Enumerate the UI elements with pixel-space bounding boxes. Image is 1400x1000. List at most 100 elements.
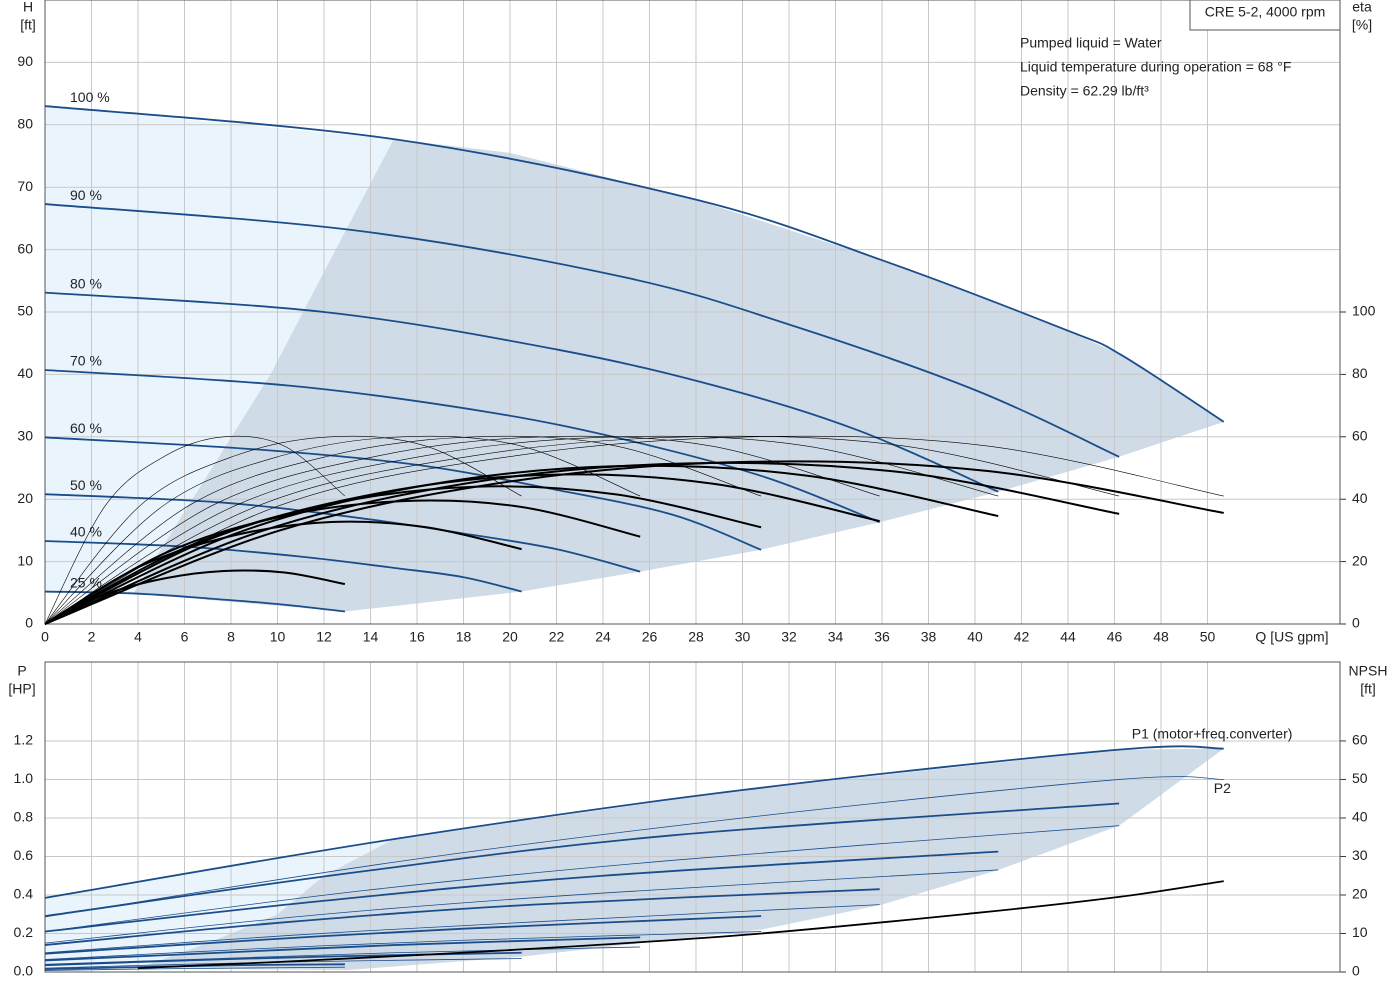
curve: [44, 936, 641, 962]
plots: 0 2 4 6 8 10 12 14 16 18 20 22 24 26 28 30 32 34 36 38 40 42 4…: [14, 0, 1376, 979]
curve: [137, 880, 1224, 970]
y-axis-unit: [HP]: [8, 681, 35, 697]
series-label: 100 %: [70, 89, 110, 105]
x-tick-label: 44: [1060, 629, 1076, 645]
x-tick-label: 40: [967, 629, 983, 645]
curve: [44, 825, 1120, 932]
y2-tick-label: 50: [1352, 770, 1368, 786]
x-tick-label: 42: [1014, 629, 1030, 645]
curve: [44, 888, 880, 946]
y-tick-label: 90: [17, 53, 33, 69]
series-label: 50 %: [70, 477, 102, 493]
x-tick-label: 18: [456, 629, 472, 645]
y-tick-label: 20: [17, 490, 33, 506]
curve: [44, 869, 999, 944]
y2-tick-label: 40: [1352, 490, 1368, 506]
y2-tick-label: 0: [1352, 615, 1360, 631]
x-tick-label: 28: [688, 629, 704, 645]
curve: [44, 966, 345, 971]
curve: [44, 931, 762, 960]
x-tick-label: 46: [1107, 629, 1123, 645]
series-label: P2: [1214, 780, 1231, 796]
y2-tick-label: 100: [1352, 303, 1376, 319]
note: Density = 62.29 lb/ft³: [1020, 83, 1149, 99]
y-tick-label: 80: [17, 116, 33, 132]
curve: [44, 460, 1224, 625]
y2-axis-label: eta: [1352, 0, 1372, 15]
y-tick-label: 0.0: [14, 963, 34, 979]
series-label: 70 %: [70, 353, 102, 369]
x-tick-label: 34: [828, 629, 844, 645]
curve: [44, 493, 641, 573]
series-label: 90 %: [70, 187, 102, 203]
y2-tick-label: 80: [1352, 365, 1368, 381]
curve: [44, 203, 1120, 458]
y2-tick-label: 10: [1352, 924, 1368, 940]
x-tick-label: 12: [316, 629, 332, 645]
x-tick-label: 14: [363, 629, 379, 645]
y2-tick-label: 0: [1352, 963, 1360, 979]
series-label: P1 (motor+freq.converter): [1132, 725, 1293, 741]
curve: [44, 464, 999, 625]
x-tick-label: 38: [921, 629, 937, 645]
curve: [44, 436, 762, 551]
curve: [44, 745, 1224, 899]
curve: [44, 435, 999, 625]
x-tick-label: 30: [735, 629, 751, 645]
curve: [44, 435, 522, 625]
curve: [44, 291, 999, 493]
x-tick-label: 32: [781, 629, 797, 645]
series-label: 60 %: [70, 420, 102, 436]
y2-tick-label: 30: [1352, 847, 1368, 863]
x-axis-label: Q [US gpm]: [1255, 629, 1328, 645]
x-tick-label: 10: [270, 629, 286, 645]
curve: [44, 435, 346, 625]
curve: [44, 435, 880, 625]
curve: [44, 776, 1224, 918]
y-tick-label: 60: [17, 240, 33, 256]
y2-axis-label: NPSH: [1349, 663, 1388, 679]
x-tick-label: 16: [409, 629, 425, 645]
note: Liquid temperature during operation = 68…: [1020, 59, 1291, 75]
curve: [44, 105, 1225, 423]
curve: [44, 435, 1224, 625]
title-box: [1189, 0, 1341, 31]
curve: [44, 850, 999, 933]
plot-frame: [44, 661, 1341, 973]
plot-frame: [44, 0, 1341, 625]
y-axis-unit: [ft]: [20, 17, 36, 33]
operating-range: [45, 106, 394, 594]
curve: [44, 499, 641, 625]
note: Pumped liquid = Water: [1020, 35, 1162, 51]
curve: [44, 904, 880, 954]
y-tick-label: 30: [17, 428, 33, 444]
curve: [44, 435, 641, 625]
x-tick-label: 22: [549, 629, 565, 645]
x-tick-label: 4: [134, 629, 142, 645]
x-tick-label: 26: [642, 629, 658, 645]
series-label: 40 %: [70, 524, 102, 540]
curve: [44, 520, 522, 625]
x-tick-label: 48: [1153, 629, 1169, 645]
x-tick-label: 8: [227, 629, 235, 645]
x-tick-label: 0: [41, 629, 49, 645]
y2-tick-label: 60: [1352, 428, 1368, 444]
y-tick-label: 50: [17, 303, 33, 319]
x-tick-label: 6: [181, 629, 189, 645]
y2-tick-label: 40: [1352, 809, 1368, 825]
y-tick-label: 1.2: [14, 732, 34, 748]
y2-tick-label: 20: [1352, 886, 1368, 902]
curve: [44, 461, 1120, 625]
title: CRE 5-2, 4000 rpm: [1205, 4, 1326, 20]
y-tick-label: 40: [17, 365, 33, 381]
x-tick-label: 36: [874, 629, 890, 645]
y-tick-label: 1.0: [14, 770, 34, 786]
curve: [44, 915, 762, 955]
curve: [44, 540, 522, 593]
y-axis-label: P: [17, 663, 26, 679]
y-tick-label: 0.2: [14, 924, 34, 940]
y2-axis-unit: [%]: [1352, 17, 1372, 33]
curve: [44, 435, 762, 625]
y-tick-label: 0.4: [14, 886, 34, 902]
